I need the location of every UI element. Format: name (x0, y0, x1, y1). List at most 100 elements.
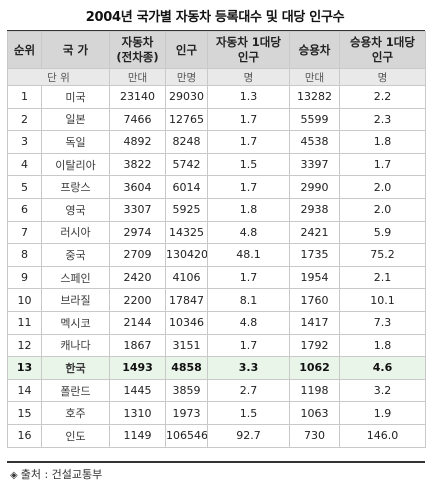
diamond-bullet-icon: ◈ (10, 470, 18, 481)
unit-label: 단 위 (7, 68, 110, 86)
cell-passenger: 1417 (289, 310, 340, 335)
cell-country: 미국 (41, 85, 110, 109)
cell-people-per-passenger: 1.8 (339, 333, 426, 358)
cell-people-per-passenger: 1.8 (339, 130, 426, 154)
cell-cars: 2709 (109, 243, 166, 267)
cell-country: 스페인 (41, 265, 110, 290)
table-row: 12 캐나다 1867 3151 1.7 1792 1.8 (7, 333, 426, 358)
statistics-table: 순위 국 가 자동차 (전차종) 인구 자동차 1대당 인구 승용차 승용차 1대당… (7, 31, 426, 448)
table-bottom-border (7, 461, 425, 463)
table-row: 9 스페인 2420 4106 1.7 1954 2.1 (7, 265, 426, 290)
cell-cars: 7466 (109, 107, 166, 132)
cell-rank: 11 (7, 310, 42, 335)
cell-cars: 1493 (109, 356, 166, 380)
cell-passenger: 2938 (289, 197, 340, 222)
cell-people-per-car: 1.7 (207, 107, 290, 132)
cell-country: 영국 (41, 197, 110, 222)
table-row: 5 프랑스 3604 6014 1.7 2990 2.0 (7, 175, 426, 199)
cell-passenger: 1954 (289, 265, 340, 290)
cell-country: 일본 (41, 107, 110, 132)
cell-people-per-passenger: 2.0 (339, 197, 426, 222)
cell-rank: 4 (7, 152, 42, 177)
header-people-per-car: 자동차 1대당 인구 (207, 31, 290, 69)
cell-people-per-car: 1.5 (207, 152, 290, 177)
cell-cars: 23140 (109, 85, 166, 109)
header-row: 순위 국 가 자동차 (전차종) 인구 자동차 1대당 인구 승용차 승용차 1대당… (7, 31, 426, 69)
cell-country: 인도 (41, 423, 110, 448)
cell-population: 5742 (165, 152, 208, 177)
table-row: 2 일본 7466 12765 1.7 5599 2.3 (7, 107, 426, 132)
header-passenger: 승용차 (289, 31, 340, 69)
unit-population: 만명 (165, 68, 208, 86)
cell-rank: 14 (7, 378, 42, 403)
cell-population: 130420 (165, 243, 208, 267)
unit-passenger: 만대 (289, 68, 340, 86)
cell-passenger: 2421 (289, 220, 340, 245)
cell-passenger: 3397 (289, 152, 340, 177)
cell-cars: 1149 (109, 423, 166, 448)
table-row: 8 중국 2709 130420 48.1 1735 75.2 (7, 243, 426, 267)
cell-country: 브라질 (41, 288, 110, 312)
cell-rank: 1 (7, 85, 42, 109)
cell-passenger: 730 (289, 423, 340, 448)
table-row: 16 인도 1149 106546 92.7 730 146.0 (7, 423, 426, 448)
cell-cars: 2200 (109, 288, 166, 312)
cell-people-per-car: 48.1 (207, 243, 290, 267)
cell-people-per-passenger: 10.1 (339, 288, 426, 312)
cell-people-per-passenger: 2.3 (339, 107, 426, 132)
cell-country: 폴란드 (41, 378, 110, 403)
table-row: 3 독일 4892 8248 1.7 4538 1.8 (7, 130, 426, 154)
cell-rank: 16 (7, 423, 42, 448)
cell-rank: 6 (7, 197, 42, 222)
cell-people-per-car: 1.5 (207, 401, 290, 425)
cell-country: 독일 (41, 130, 110, 154)
cell-people-per-car: 1.8 (207, 197, 290, 222)
table-row: 11 멕시코 2144 10346 4.8 1417 7.3 (7, 310, 426, 335)
cell-people-per-car: 2.7 (207, 378, 290, 403)
cell-cars: 2974 (109, 220, 166, 245)
cell-rank: 7 (7, 220, 42, 245)
table-row: 4 이탈리아 3822 5742 1.5 3397 1.7 (7, 152, 426, 177)
cell-rank: 9 (7, 265, 42, 290)
cell-people-per-car: 1.7 (207, 265, 290, 290)
cell-population: 4106 (165, 265, 208, 290)
cell-people-per-passenger: 7.3 (339, 310, 426, 335)
cell-passenger: 2990 (289, 175, 340, 199)
header-people-per-passenger: 승용차 1대당 인구 (339, 31, 426, 69)
cell-people-per-car: 8.1 (207, 288, 290, 312)
cell-people-per-passenger: 5.9 (339, 220, 426, 245)
unit-people-per-car: 명 (207, 68, 290, 86)
cell-people-per-car: 1.3 (207, 85, 290, 109)
cell-cars: 4892 (109, 130, 166, 154)
cell-rank: 12 (7, 333, 42, 358)
cell-people-per-passenger: 1.7 (339, 152, 426, 177)
cell-people-per-passenger: 2.2 (339, 85, 426, 109)
header-rank: 순위 (7, 31, 42, 69)
unit-people-per-passenger: 명 (339, 68, 426, 86)
unit-row: 단 위 만대 만명 명 만대 명 (7, 68, 426, 86)
cell-population: 29030 (165, 85, 208, 109)
cell-cars: 2420 (109, 265, 166, 290)
cell-population: 8248 (165, 130, 208, 154)
cell-people-per-passenger: 4.6 (339, 356, 426, 380)
cell-passenger: 5599 (289, 107, 340, 132)
cell-passenger: 1735 (289, 243, 340, 267)
cell-population: 12765 (165, 107, 208, 132)
cell-passenger: 13282 (289, 85, 340, 109)
cell-cars: 3822 (109, 152, 166, 177)
cell-passenger: 1792 (289, 333, 340, 358)
cell-country: 캐나다 (41, 333, 110, 358)
cell-cars: 3604 (109, 175, 166, 199)
cell-people-per-passenger: 75.2 (339, 243, 426, 267)
cell-people-per-passenger: 1.9 (339, 401, 426, 425)
table-row: 1 미국 23140 29030 1.3 13282 2.2 (7, 85, 426, 109)
cell-people-per-passenger: 2.0 (339, 175, 426, 199)
page-title: 2004년 국가별 자동차 등록대수 및 대당 인구수 (85, 10, 345, 25)
table-row: 15 호주 1310 1973 1.5 1063 1.9 (7, 401, 426, 425)
cell-people-per-car: 4.8 (207, 220, 290, 245)
cell-rank: 8 (7, 243, 42, 267)
cell-people-per-car: 1.7 (207, 333, 290, 358)
cell-population: 4858 (165, 356, 208, 380)
header-cars: 자동차 (전차종) (109, 31, 166, 69)
source-text: 출처 : 건설교통부 (20, 468, 103, 481)
